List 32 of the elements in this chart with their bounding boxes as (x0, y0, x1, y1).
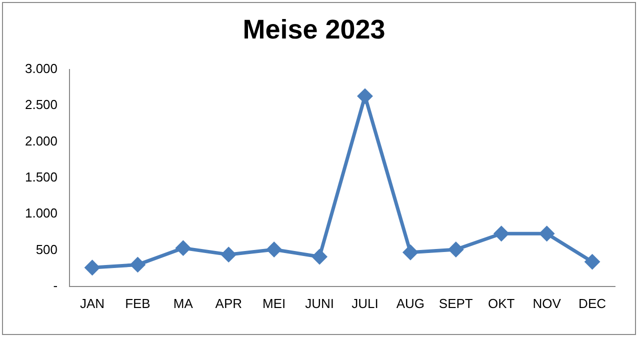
y-tick-label: 2.500 (24, 97, 58, 112)
y-tick-label: 500 (36, 242, 58, 257)
x-tick-label: NOV (532, 296, 562, 311)
x-tick-label: FEB (125, 296, 150, 311)
point (130, 257, 145, 272)
point (176, 240, 190, 256)
point (266, 242, 282, 257)
x-tick-label: JUNI (305, 296, 334, 311)
point (221, 247, 236, 262)
point (448, 242, 464, 257)
x-tick-label: APR (215, 296, 242, 311)
y-tick-label: 3.000 (24, 60, 58, 76)
x-tick-label: MEI (262, 296, 286, 311)
x-tick-label: DEC (578, 296, 606, 311)
point (85, 260, 100, 275)
chart-title: Meise 2023 (242, 14, 386, 45)
x-tick-label: OKT (488, 296, 515, 311)
point (312, 249, 327, 264)
y-tick-label: 1.500 (24, 169, 58, 184)
point (585, 254, 600, 270)
x-tick-label: JULI (352, 296, 378, 311)
x-tick-label: JAN (80, 296, 105, 311)
point (494, 226, 509, 241)
x-tick-label: MA (173, 296, 194, 311)
x-tick-label: SEPT (438, 296, 473, 311)
x-tick-label: AUG (396, 296, 425, 311)
point (403, 245, 418, 260)
y-tick-label: 1.000 (24, 206, 58, 221)
y-tick-label: 2.000 (24, 133, 58, 148)
point (358, 88, 372, 104)
point (540, 226, 554, 241)
y-tick-label: - (53, 278, 58, 293)
